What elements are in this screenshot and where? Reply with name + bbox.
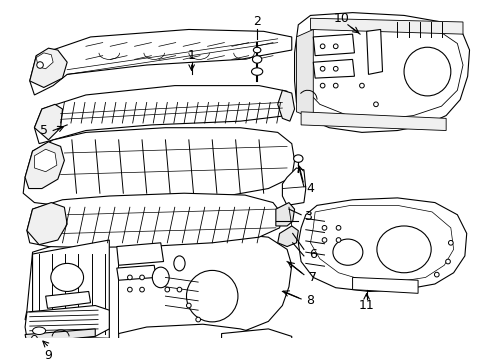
Text: 10: 10: [333, 12, 348, 25]
Ellipse shape: [433, 272, 438, 277]
Polygon shape: [296, 30, 313, 118]
Text: 5: 5: [40, 124, 48, 137]
Ellipse shape: [152, 267, 169, 288]
Polygon shape: [25, 306, 109, 338]
Polygon shape: [294, 13, 468, 132]
Ellipse shape: [177, 287, 182, 292]
Polygon shape: [221, 329, 291, 355]
Ellipse shape: [373, 102, 378, 107]
Text: 3: 3: [303, 210, 311, 223]
Polygon shape: [352, 278, 417, 293]
Polygon shape: [34, 149, 57, 172]
Polygon shape: [33, 240, 109, 338]
Polygon shape: [366, 30, 382, 75]
Ellipse shape: [37, 62, 43, 68]
Ellipse shape: [320, 83, 325, 88]
Ellipse shape: [51, 264, 83, 292]
Text: 8: 8: [306, 294, 314, 307]
Ellipse shape: [332, 239, 362, 265]
Text: 9: 9: [44, 348, 52, 360]
Text: 11: 11: [358, 299, 374, 312]
Polygon shape: [301, 112, 445, 131]
Polygon shape: [310, 205, 453, 282]
Polygon shape: [117, 265, 156, 280]
Ellipse shape: [293, 155, 303, 162]
Polygon shape: [282, 168, 305, 205]
Ellipse shape: [322, 225, 326, 230]
Polygon shape: [34, 104, 62, 140]
Text: 7: 7: [308, 271, 317, 284]
Ellipse shape: [33, 327, 45, 334]
Polygon shape: [27, 193, 282, 247]
Text: 6: 6: [309, 248, 317, 261]
Polygon shape: [313, 34, 354, 56]
Polygon shape: [277, 90, 294, 121]
Ellipse shape: [164, 287, 169, 292]
Polygon shape: [23, 128, 294, 205]
Polygon shape: [27, 203, 67, 245]
Ellipse shape: [336, 238, 340, 242]
Ellipse shape: [127, 287, 132, 292]
Ellipse shape: [186, 303, 191, 308]
Ellipse shape: [195, 317, 200, 322]
Ellipse shape: [140, 275, 144, 280]
Polygon shape: [34, 86, 291, 144]
Ellipse shape: [376, 226, 430, 273]
Polygon shape: [275, 203, 294, 226]
Ellipse shape: [336, 225, 340, 230]
Ellipse shape: [447, 240, 452, 245]
Polygon shape: [277, 226, 298, 247]
Polygon shape: [25, 329, 95, 343]
Polygon shape: [36, 53, 53, 69]
Polygon shape: [30, 48, 67, 87]
Polygon shape: [301, 22, 462, 119]
Ellipse shape: [333, 83, 337, 88]
Ellipse shape: [140, 287, 144, 292]
Ellipse shape: [333, 44, 337, 49]
Ellipse shape: [333, 67, 337, 71]
Polygon shape: [45, 292, 90, 308]
Polygon shape: [310, 18, 462, 34]
Ellipse shape: [174, 256, 184, 271]
Polygon shape: [25, 142, 64, 189]
Ellipse shape: [253, 47, 260, 53]
Text: 2: 2: [253, 15, 261, 28]
Polygon shape: [298, 198, 466, 292]
Ellipse shape: [186, 270, 238, 322]
Ellipse shape: [252, 56, 261, 63]
Ellipse shape: [320, 44, 325, 49]
Ellipse shape: [32, 336, 37, 341]
Polygon shape: [30, 30, 291, 95]
Ellipse shape: [322, 238, 326, 242]
Ellipse shape: [251, 68, 262, 75]
Ellipse shape: [359, 83, 364, 88]
Ellipse shape: [403, 47, 450, 96]
Ellipse shape: [127, 275, 132, 280]
Polygon shape: [313, 59, 354, 78]
Polygon shape: [25, 233, 291, 340]
Ellipse shape: [320, 67, 325, 71]
Polygon shape: [117, 243, 163, 265]
Text: 4: 4: [306, 182, 314, 195]
Text: 1: 1: [187, 49, 195, 62]
Ellipse shape: [445, 259, 449, 264]
Polygon shape: [119, 324, 268, 348]
